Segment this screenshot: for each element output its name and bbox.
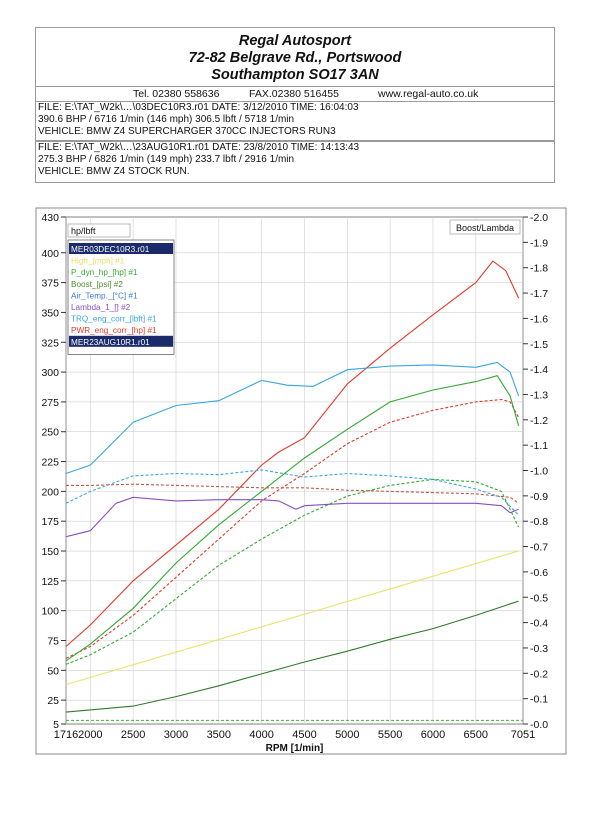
series-line (65, 478, 520, 665)
dyno-chart-svg: 1716 2000 2500 3000 3500 4000 4500 5000 5500 6000… (35, 207, 567, 755)
run-vehicle-line: VEHICLE: BMW Z4 STOCK RUN. (38, 166, 190, 177)
y-left-tick-label: 25 (47, 695, 59, 707)
y-left-tick-label: 250 (41, 427, 59, 439)
series-line (66, 483, 519, 504)
y-left-tick-label: 300 (41, 367, 59, 379)
y-right-tick-label: -0.3 (530, 643, 548, 655)
y-left-tick-label: 175 (41, 516, 59, 528)
company-name: Regal Autosport (238, 33, 352, 49)
y-right-tick-label: -1.7 (530, 288, 548, 300)
y-right-tick-label: -1.9 (530, 237, 548, 249)
series-line (65, 361, 520, 475)
x-tick-label: 1716 (54, 729, 78, 741)
dyno-chart: 1716 2000 2500 3000 3500 4000 4500 5000 5500 6000… (0, 200, 600, 760)
y-left-tick-label: 275 (41, 397, 59, 409)
x-tick-label: 6500 (464, 729, 488, 741)
y-left-tick-label: 200 (41, 486, 59, 498)
y-right-tick-label: -0.0 (530, 719, 548, 731)
y-right-tick-label: -0.5 (530, 592, 548, 604)
x-tick-label: 4500 (292, 729, 316, 741)
y-right-tick-label: -1.4 (530, 364, 548, 376)
legend-entry-label: PWR_eng_corr_[hp] #1 (71, 326, 157, 335)
x-tick-label: 7051 (511, 729, 535, 741)
legend-entry-label: High_[mph] #1 (71, 257, 125, 266)
tel-number: Tel. 02380 558636 (133, 88, 220, 100)
run-power-line: 275.3 BHP / 6826 1/min (149 mph) 233.7 l… (38, 154, 295, 165)
y-left-tick-label: 5 (53, 719, 59, 731)
run-file-line: FILE: E:\TAT_W2k\…\23AUG10R1.r01 DATE: 2… (38, 142, 360, 153)
y-right-tick-label: -2.0 (530, 212, 548, 224)
series-line (65, 600, 519, 713)
y-left-tick-label: 350 (41, 307, 59, 319)
y-right-tick-label: -1.5 (530, 339, 548, 351)
series-line (65, 398, 520, 659)
y-right-tick-label: -0.4 (530, 618, 548, 630)
y-right-label-box (449, 219, 521, 235)
x-tick-label: 6000 (421, 729, 445, 741)
x-tick-label: 3500 (207, 729, 231, 741)
company-city: Southampton SO17 3AN (211, 67, 379, 83)
y-right-tick-label: -0.9 (530, 491, 548, 503)
legend-entry-label: P_dyn_hp_[hp] #1 (71, 268, 138, 277)
y-left-tick-label: 75 (47, 635, 59, 647)
legend-file-highlight (69, 335, 173, 347)
legend-file-label: MER23AUG10R1.r01 (71, 338, 150, 347)
website-link[interactable]: www.regal-auto.co.uk (378, 88, 479, 100)
legend-file-highlight (69, 243, 173, 254)
y-left-tick-label: 150 (41, 546, 59, 558)
legend-entry-label: TRQ_eng_corr_[lbft] #1 (71, 315, 157, 324)
y-left-tick-label: 325 (41, 337, 59, 349)
y-right-tick-label: -0.8 (530, 516, 548, 528)
run-info-1: FILE: E:\TAT_W2k\…\03DEC10R3.r01 DATE: 3… (35, 101, 555, 141)
y-left-tick-label: 125 (41, 576, 59, 588)
y-left-tick-label: 50 (47, 665, 59, 677)
y-left-tick-label: 430 (41, 212, 59, 224)
series-line (65, 496, 519, 538)
y-left-label-box (67, 223, 131, 238)
contact-row: Tel. 02380 558636 FAX.02380 516455 www.r… (36, 86, 554, 102)
series-line (65, 550, 519, 686)
legend-entry-label: Boost_[psi] #2 (71, 280, 123, 289)
x-tick-label: 2000 (78, 729, 102, 741)
run-power-line: 390.6 BHP / 6716 1/min (146 mph) 306.5 l… (38, 114, 295, 125)
y-left-tick-label: 400 (41, 248, 59, 260)
y-right-tick-label: -0.6 (530, 567, 548, 579)
y-left-tick-label: 225 (41, 457, 59, 469)
legend-entry-label: Lambda_1_[] #2 (71, 303, 131, 312)
series-line (65, 469, 519, 516)
y-right-tick-label: -1.0 (530, 466, 548, 478)
x-tick-label: 2500 (121, 729, 145, 741)
y-right-tick-label: -1.8 (530, 263, 548, 275)
y-right-tick-label: -1.6 (530, 313, 548, 325)
legend-file-label: MER03DEC10R3.r01 (71, 245, 150, 254)
y-right-tick-label: -1.2 (530, 415, 548, 427)
y-right-tick-label: -1.3 (530, 389, 548, 401)
x-tick-label: 5500 (378, 729, 402, 741)
x-tick-label: 4000 (249, 729, 273, 741)
legend-box (67, 239, 175, 355)
run-file-line: FILE: E:\TAT_W2k\…\03DEC10R3.r01 DATE: 3… (38, 102, 359, 113)
company-address: 72-82 Belgrave Rd., Portswood (188, 50, 402, 66)
series-line (65, 375, 520, 662)
run-info-2: FILE: E:\TAT_W2k\…\23AUG10R1.r01 DATE: 2… (35, 141, 555, 183)
y-left-tick-label: 100 (41, 606, 59, 618)
fax-number: FAX.02380 516455 (249, 88, 339, 100)
x-tick-label: 5000 (335, 729, 359, 741)
x-axis-label: RPM [1/min] (266, 743, 324, 754)
legend-entry-label: Air_Temp._[°C] #1 (71, 291, 138, 300)
y-right-tick-label: -0.7 (530, 542, 548, 554)
run-vehicle-line: VEHICLE: BMW Z4 SUPERCHARGER 370CC INJEC… (38, 126, 336, 137)
y-right-axis-label: Boost/Lambda (456, 223, 514, 233)
y-left-axis-label: hp/lbft (71, 226, 96, 236)
x-tick-label: 3000 (164, 729, 188, 741)
y-left-tick-label: 375 (41, 278, 59, 290)
series-line (65, 260, 520, 647)
y-right-tick-label: -0.1 (530, 694, 548, 706)
y-right-tick-label: -0.2 (530, 668, 548, 680)
y-right-tick-label: -1.1 (530, 440, 548, 452)
company-header: Regal Autosport 72-82 Belgrave Rd., Port… (35, 27, 555, 103)
